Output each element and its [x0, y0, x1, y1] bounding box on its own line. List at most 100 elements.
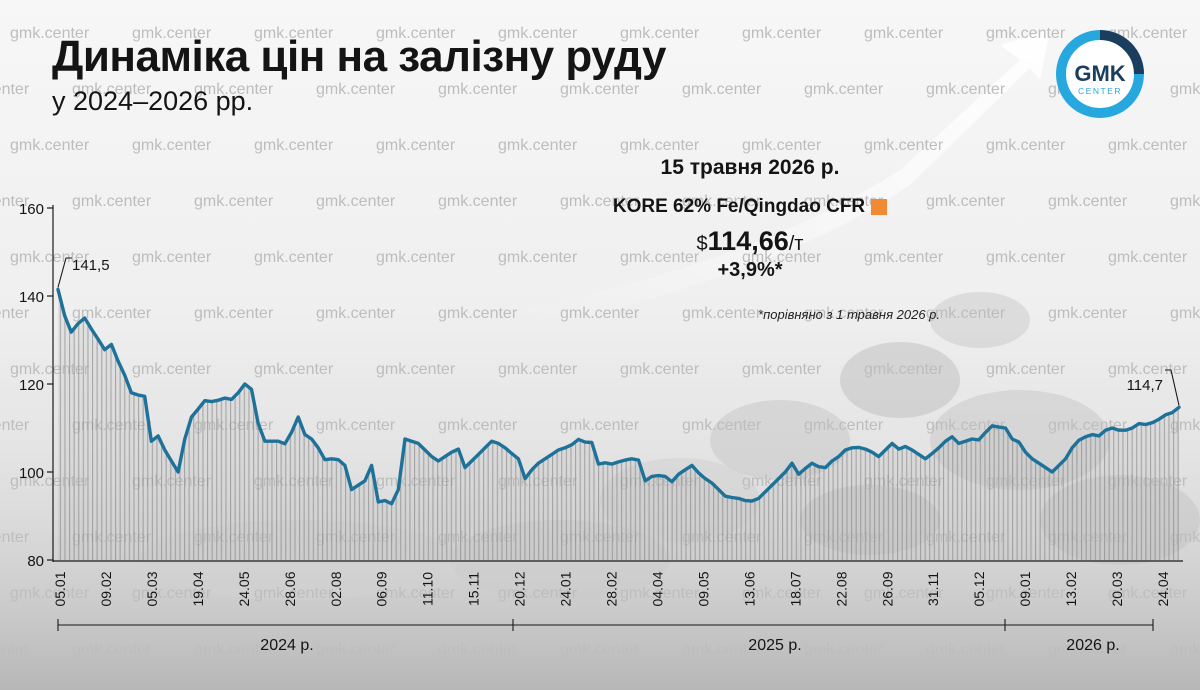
watermark-text: gmk.center — [194, 305, 274, 322]
watermark-text: gmk.center — [986, 25, 1066, 42]
watermark-text: gmk.center — [376, 249, 456, 266]
last-value-label: 114,7 — [1127, 377, 1163, 394]
watermark-text: gmk.center — [1108, 25, 1188, 42]
page-title: Динаміка цін на залізну руду — [52, 32, 666, 81]
watermark-text: gmk.center — [864, 249, 944, 266]
watermark-text: gmk.center — [376, 585, 456, 602]
watermark-text: gmk.center — [986, 361, 1066, 378]
watermark-text: gmk.center — [804, 81, 884, 98]
x-tick-label: 02.08 — [328, 571, 344, 606]
watermark-text: gmk.center — [316, 305, 396, 322]
x-tick-label: 31.11 — [925, 572, 941, 606]
price-change: +3,9%* — [717, 259, 783, 281]
x-tick-label: 13.06 — [741, 571, 757, 606]
x-tick-label: 20.12 — [512, 571, 528, 606]
year-label: 2026 р. — [1066, 637, 1119, 654]
watermark-text: gmk.center — [438, 417, 518, 434]
watermark-text: gmk.center — [560, 417, 640, 434]
watermark-text: gmk.center — [72, 641, 152, 658]
watermark-text: gmk.center — [620, 137, 700, 154]
watermark-text: gmk.center — [254, 137, 334, 154]
watermark-text: gmk.center — [132, 249, 212, 266]
watermark-text: gmk.center — [742, 249, 822, 266]
info-price: $114,66/т — [560, 226, 940, 257]
watermark-text: gmk.center — [376, 361, 456, 378]
watermark-text: gmk.center — [682, 81, 762, 98]
watermark-text: gmk.center — [498, 137, 578, 154]
x-tick-label: 24.04 — [1155, 571, 1171, 606]
price-info-panel: 15 травня 2026 р. KORE 62% Fe/Qingdao CF… — [560, 156, 940, 282]
x-tick-label: 19.04 — [190, 571, 206, 606]
watermark-text: gmk.center — [254, 585, 334, 602]
x-tick-label: 24.05 — [236, 571, 252, 606]
watermark-text: gmk.center — [682, 305, 762, 322]
watermark-text: gmk.center — [926, 305, 1006, 322]
annotations: 141,5 114,7 — [57, 257, 1180, 406]
watermark-text: gmk.center — [804, 193, 884, 210]
x-tick-label: 28.06 — [282, 571, 298, 606]
watermark-text: gmk.center — [316, 641, 396, 658]
watermark-text: gmk.center — [742, 25, 822, 42]
comparison-note: *порівняно з 1 травня 2026 р. — [758, 307, 940, 322]
price-prefix: $ — [696, 233, 708, 255]
watermark-text: gmk.center — [0, 417, 30, 434]
watermark-text: gmk.center — [986, 137, 1066, 154]
x-tick-label: 05.03 — [144, 571, 160, 606]
watermark-text: gmk.center — [0, 193, 30, 210]
orange-square-marker — [871, 199, 888, 215]
x-tick-label: 05.01 — [52, 571, 68, 606]
x-tick-label: 06.09 — [374, 571, 390, 606]
year-label: 2025 р. — [748, 637, 801, 654]
x-tick-label: 11.10 — [420, 572, 436, 606]
watermark-text: gmk.center — [926, 641, 1006, 658]
watermark-text: gmk.center — [498, 25, 578, 42]
watermark-text: gmk.center — [376, 25, 456, 42]
last-value-leader — [1165, 369, 1180, 406]
x-tick-label: 15.11 — [466, 572, 482, 606]
y-axis: 160 140 120 100 80 — [19, 201, 53, 570]
watermark-text: gmk.center — [438, 641, 518, 658]
watermark-text: gmk.center — [682, 417, 762, 434]
watermark-text: gmk.center — [498, 249, 578, 266]
price-line — [56, 287, 1181, 506]
watermark-text: gmk.center — [72, 193, 152, 210]
watermark-text: gmk.center — [1170, 81, 1200, 98]
watermark-text: gmk.center — [620, 585, 700, 602]
x-tick-label: 24.01 — [558, 571, 574, 606]
watermark-text: gmk.center — [1048, 641, 1128, 658]
watermark-text: gmk.center — [804, 641, 884, 658]
watermark-text: gmk.center — [10, 25, 90, 42]
x-tick-label: 05.12 — [971, 571, 987, 606]
watermark-text: gmk.center — [1048, 193, 1128, 210]
watermark-text: gmk.center — [72, 81, 152, 98]
first-value-label: 141,5 — [72, 257, 110, 274]
watermark-text: gmk.center — [10, 137, 90, 154]
watermark-text: gmk.center — [1108, 361, 1188, 378]
year-label: 2024 р. — [260, 637, 313, 654]
watermark-text: gmk.center — [376, 137, 456, 154]
watermark-text: gmk.center — [804, 417, 884, 434]
watermark-text: gmk.center — [682, 193, 762, 210]
year-axis: 2024 р. 2025 р. 2026 р. — [57, 619, 1154, 654]
watermark-text: gmk.center — [316, 81, 396, 98]
y-tick-label: 120 — [19, 377, 44, 394]
watermark-text: gmk.center — [742, 361, 822, 378]
price-area — [58, 289, 1179, 560]
y-tick-label: 100 — [19, 465, 44, 482]
y-tick-label: 80 — [27, 553, 44, 570]
watermark-text: gmk.center — [620, 249, 700, 266]
x-tick-label: 09.02 — [98, 571, 114, 606]
info-product: KORE 62% Fe/Qingdao CFR — [560, 196, 940, 218]
x-tick-label: 20.03 — [1109, 571, 1125, 606]
watermark-text: gmk.center — [194, 81, 274, 98]
x-tick-label: 22.08 — [833, 571, 849, 606]
watermark-text: gmk.center — [10, 585, 90, 602]
watermark-text: gmk.center — [682, 641, 762, 658]
watermark-text: gmk.center — [560, 193, 640, 210]
watermark-text: gmk.center — [742, 585, 822, 602]
watermark-text: gmk.center — [560, 641, 640, 658]
first-value-leader — [57, 257, 72, 288]
x-tick-label: 04.04 — [649, 571, 665, 606]
watermark-text: gmk.center — [132, 585, 212, 602]
watermark-text: gmk.center — [194, 641, 274, 658]
